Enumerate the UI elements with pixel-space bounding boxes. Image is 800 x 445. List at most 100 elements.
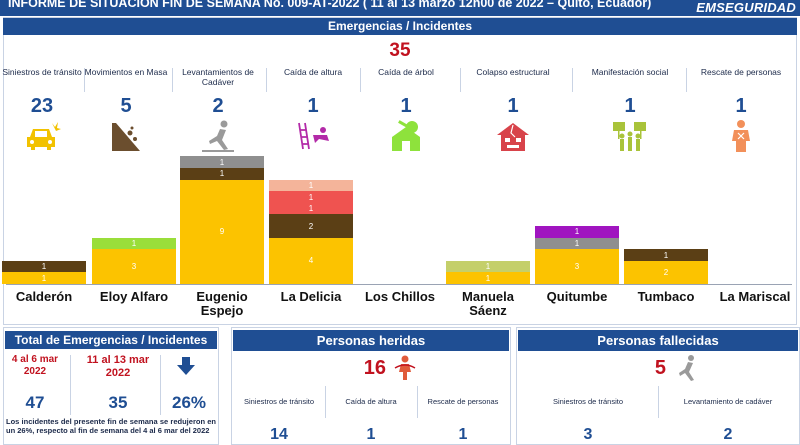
bar-segment-manifestacion: 1 [446,260,530,273]
bar-segment-colapso: 1 [269,202,353,215]
fallecidas-item-value: 2 [723,426,733,443]
fallecidas-separator [658,386,659,418]
category-separator [571,68,573,92]
bar-segment-transito: 3 [535,249,619,284]
category-7: Manifestación social 1 [584,67,676,153]
zone-label: La Mariscal [719,289,791,304]
bar-segment-transito: 4 [269,237,353,284]
category-label: Movimientos en Masa [84,67,168,77]
heridas-item-value: 1 [366,426,376,443]
fallecidas-item-label: Levantamiento de cadáver [683,397,773,406]
category-count: 1 [307,95,319,117]
landslide-icon [106,119,146,153]
bar-segment-masa: 1 [2,260,86,273]
category-separator [265,68,267,92]
category-count: 1 [400,95,412,117]
category-count: 1 [735,95,747,117]
bar-segment-rescate_red: 1 [269,191,353,203]
fallen-person-icon [679,355,694,381]
category-label: Colapso estructural [476,67,550,77]
category-separator [172,68,173,92]
category-4: Caída de altura 1 [267,67,359,153]
category-count: 5 [120,95,132,117]
fallecidas-item-label: Siniestros de tránsito [552,397,624,406]
category-separator [359,68,361,92]
emergencias-panel [3,17,797,325]
zone-label: La Delicia [280,289,342,304]
category-count: 1 [507,95,519,117]
change-note: Los incidentes del presente fin de seman… [6,418,216,435]
emergencias-total: 35 [389,40,411,61]
zone-label: Tumbaco [637,289,695,304]
category-label: Siniestros de tránsito [2,67,82,77]
fallen-tree-house-icon [386,119,426,153]
category-5: Caída de árbol 1 [360,67,452,153]
category-8: Rescate de personas 1 [695,67,787,153]
heridas-separator [417,386,418,418]
bar-segment-rescate: 1 [269,179,353,192]
prev-period: 4 al 6 mar 2022 [11,354,59,377]
protest-icon [610,119,650,153]
injured-person-icon [394,355,416,380]
heridas-item-value: 1 [458,426,468,443]
heridas-item-label: Caída de altura [345,397,397,406]
fallecidas-title: Personas fallecidas [518,330,798,351]
zone-label: Eugenio Espejo [196,289,248,318]
heridas-item-value: 14 [270,426,288,443]
emergencias-title: Emergencias / Incidentes [3,18,797,35]
category-label: Caída de árbol [378,67,434,77]
bar-segment-cadaver: 1 [180,156,264,168]
bar-segment-cadaver: 1 [535,237,619,250]
fallecidas-total: 5 [654,357,666,379]
bar-segment-masa: 1 [180,168,264,180]
report-header: INFORME DE SITUACIÓN FIN DE SEMANA No. 0… [0,0,800,16]
bar-segment-transito: 9 [180,179,264,284]
category-separator [84,68,85,92]
heridas-separator [325,386,326,418]
prev-value: 47 [25,393,45,412]
heridas-item-label: Siniestros de tránsito [243,397,315,406]
bar-segment-masa: 1 [624,249,708,261]
zone-label: Calderón [15,289,73,304]
fallen-person-icon [198,119,238,153]
change-value: 26% [171,393,207,412]
bar-segment-transito: 1 [446,272,530,284]
category-1: Siniestros de tránsito 23 [0,67,88,153]
fall-from-height-icon [293,119,333,153]
fallecidas-item-value: 3 [583,426,593,443]
bar-segment-altura: 1 [535,226,619,238]
total-panel-title: Total de Emergencias / Incidentes [5,331,217,349]
bar-segment-transito: 2 [624,260,708,284]
car-crash-icon [22,119,62,153]
bar-segment-transito: 3 [92,249,176,284]
heridas-total: 16 [363,357,386,379]
category-label: Manifestación social [591,67,669,77]
curr-value: 35 [108,393,128,412]
zone-label: Manuela Sáenz [461,289,514,318]
category-count: 2 [212,95,224,117]
collapsed-house-icon [493,119,533,153]
heridas-item-label: Rescate de personas [427,397,499,406]
category-label: Rescate de personas [700,67,782,77]
category-6: Colapso estructural 1 [467,67,559,153]
category-separator [459,68,461,92]
rescue-person-icon [721,119,761,153]
category-label: Caída de altura [283,67,343,77]
category-2: Movimientos en Masa 5 [80,67,172,153]
report-title: INFORME DE SITUACIÓN FIN DE SEMANA No. 0… [8,0,652,10]
curr-period: 11 al 13 mar 2022 [86,354,150,379]
chart-baseline [6,284,792,285]
bar-segment-masa: 2 [269,214,353,238]
category-separator [685,68,687,92]
category-3: Levantamientos de Cadáver 2 [172,67,264,153]
bar-segment-transito: 1 [2,272,86,284]
zone-label: Quitumbe [546,289,608,304]
zone-label: Los Chillos [364,289,436,304]
